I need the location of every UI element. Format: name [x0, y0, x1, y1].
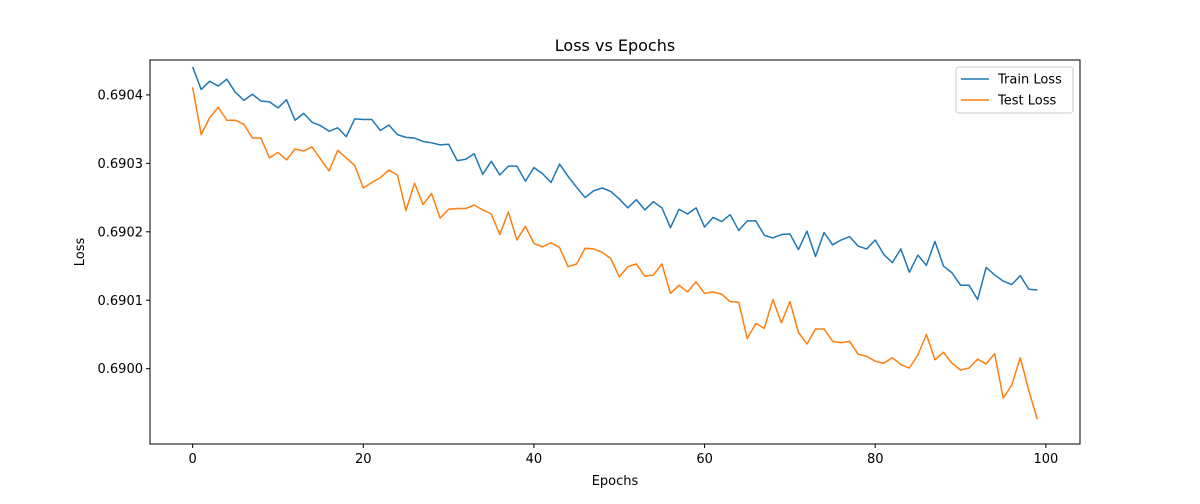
y-tick-label: 0.6900 [98, 362, 144, 377]
legend-label: Test Loss [997, 94, 1056, 109]
series-line-train-loss [191, 66, 1038, 301]
x-tick-label: 60 [696, 452, 713, 467]
plot-area [191, 66, 1039, 420]
x-tick-label: 20 [355, 452, 372, 467]
y-tick-label: 0.6904 [98, 88, 144, 103]
y-tick-label: 0.6901 [98, 294, 144, 309]
y-axis-label: Loss [73, 238, 88, 267]
series-line-test-loss [191, 87, 1039, 420]
y-tick-label: 0.6903 [98, 157, 144, 172]
x-tick-label: 0 [189, 452, 197, 467]
x-tick-label: 80 [867, 452, 884, 467]
x-tick-label: 100 [1033, 452, 1058, 467]
plot-frame [149, 59, 1081, 445]
chart-title: Loss vs Epochs [555, 36, 675, 55]
y-tick-label: 0.6902 [98, 225, 144, 240]
axes: 0 20 40 60 80 100 0.6900 0.6901 0.6902 0.6903 0.69… [98, 88, 1059, 467]
x-tick-label: 40 [526, 452, 543, 467]
legend-label: Train Loss [997, 73, 1062, 88]
legend: Train Loss Test Loss [955, 66, 1074, 114]
x-axis-label: Epochs [592, 474, 639, 489]
